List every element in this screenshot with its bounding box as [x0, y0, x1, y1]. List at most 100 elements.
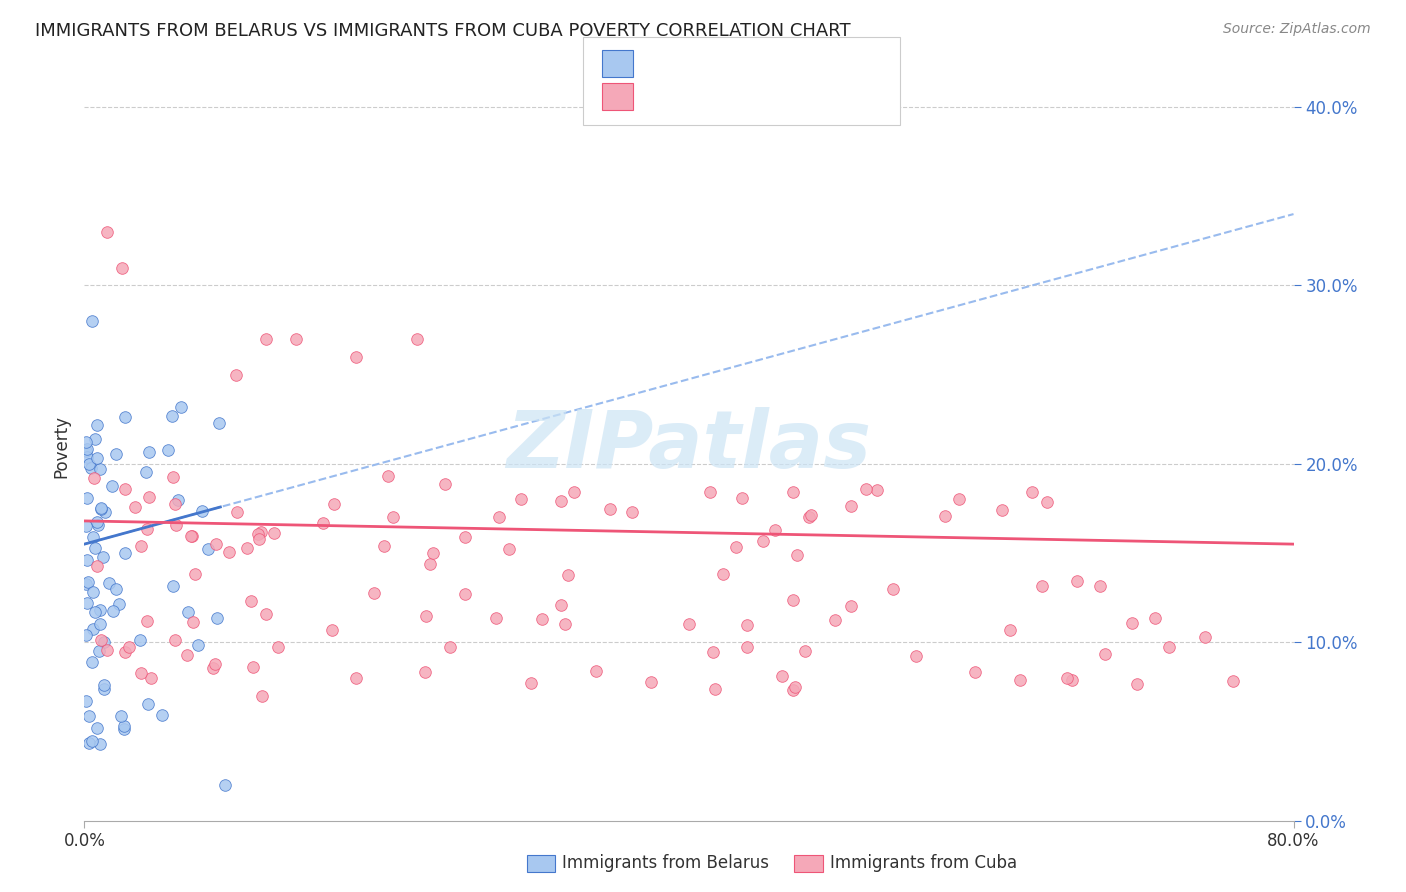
Text: R =   0.159    N =: R = 0.159 N =	[640, 54, 792, 72]
Point	[454, 587, 477, 601]
Point	[247, 527, 270, 541]
Point	[75, 444, 97, 458]
Point	[86, 450, 108, 465]
Point	[530, 612, 553, 626]
Text: Immigrants from Cuba: Immigrants from Cuba	[830, 855, 1017, 872]
Point	[855, 483, 877, 497]
Point	[202, 661, 225, 675]
Point	[162, 579, 184, 593]
Text: Source: ZipAtlas.com: Source: ZipAtlas.com	[1223, 22, 1371, 37]
Point	[454, 530, 477, 544]
Point	[181, 529, 204, 543]
Point	[321, 623, 343, 637]
Point	[752, 533, 775, 548]
Point	[1143, 611, 1166, 625]
Point	[162, 409, 184, 423]
Point	[247, 532, 270, 546]
Point	[713, 567, 735, 582]
Point	[882, 582, 904, 596]
Point	[1088, 579, 1111, 593]
Point	[84, 606, 107, 620]
Point	[75, 577, 97, 591]
Point	[135, 465, 157, 479]
Point	[76, 450, 98, 464]
Point	[800, 508, 823, 522]
Point	[242, 660, 264, 674]
Point	[254, 332, 277, 346]
Point	[344, 671, 367, 685]
Point	[112, 719, 135, 733]
Point	[180, 529, 202, 543]
Point	[699, 485, 721, 500]
Point	[204, 657, 226, 672]
Point	[94, 505, 117, 519]
Text: Immigrants from Belarus: Immigrants from Belarus	[562, 855, 769, 872]
Point	[84, 541, 107, 555]
Point	[640, 675, 662, 690]
Point	[136, 697, 159, 711]
Point	[197, 542, 219, 557]
Point	[1066, 574, 1088, 589]
Point	[1126, 677, 1149, 691]
Point	[138, 490, 160, 504]
Point	[205, 536, 228, 550]
Point	[235, 541, 257, 555]
Point	[98, 576, 121, 591]
Point	[599, 502, 621, 516]
Point	[86, 516, 108, 530]
Point	[184, 566, 207, 581]
Point	[557, 568, 579, 582]
Point	[83, 432, 105, 446]
Point	[250, 524, 273, 539]
Point	[114, 410, 136, 425]
Point	[1010, 673, 1032, 688]
Point	[82, 530, 104, 544]
Point	[124, 500, 146, 514]
Point	[312, 516, 335, 531]
Point	[415, 665, 437, 679]
Point	[794, 644, 817, 658]
Point	[86, 418, 108, 433]
Point	[620, 505, 643, 519]
Point	[80, 461, 103, 475]
Text: 70: 70	[808, 54, 834, 72]
Point	[585, 664, 607, 678]
Point	[1021, 485, 1043, 500]
Point	[89, 462, 111, 476]
Point	[77, 575, 100, 590]
Point	[214, 778, 236, 792]
Point	[107, 597, 129, 611]
Point	[93, 678, 115, 692]
Point	[156, 443, 179, 458]
Point	[162, 469, 184, 483]
Point	[105, 447, 128, 461]
Point	[498, 542, 520, 557]
Point	[82, 585, 104, 599]
Point	[218, 545, 240, 559]
Point	[181, 615, 204, 629]
Point	[554, 617, 576, 632]
Point	[239, 594, 262, 608]
Point	[87, 518, 110, 533]
Point	[187, 638, 209, 652]
Text: 123: 123	[808, 87, 846, 105]
Point	[934, 508, 956, 523]
Point	[208, 416, 231, 430]
Point	[90, 632, 112, 647]
Point	[782, 683, 804, 698]
Point	[138, 445, 160, 459]
Point	[76, 596, 98, 610]
Point	[285, 332, 308, 346]
Point	[89, 644, 111, 658]
Point	[991, 502, 1014, 516]
Point	[75, 627, 97, 641]
Point	[415, 609, 437, 624]
Point	[129, 666, 152, 681]
Point	[254, 607, 277, 622]
Point	[1062, 673, 1084, 688]
Point	[678, 617, 700, 632]
Point	[135, 522, 157, 536]
Text: ZIPatlas: ZIPatlas	[506, 407, 872, 485]
Point	[250, 689, 273, 703]
Point	[782, 593, 804, 607]
